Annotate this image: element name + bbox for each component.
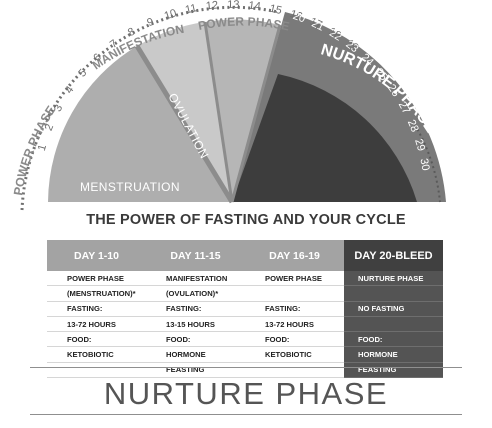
table-cell: (OVULATION)* [146, 285, 245, 302]
cycle-dotted-arc [20, 5, 279, 211]
day-number: 28 [405, 118, 421, 134]
wedge-divider [230, 24, 282, 203]
table-row: FEASTING FEASTING [47, 362, 443, 379]
day-number: 3 [52, 103, 65, 114]
header-day-11-15: DAY 11-15 [146, 240, 245, 271]
table-row: POWER PHASE MANIFESTATION POWER PHASE NURTU… [47, 271, 443, 287]
table-cell: FOOD: [47, 331, 146, 348]
table-cell: POWER PHASE [245, 271, 344, 287]
day-number: 20 [291, 10, 307, 25]
day-number: 1 [36, 143, 49, 152]
header-day-1-10: DAY 1-10 [47, 240, 146, 271]
day-number: 21 [310, 18, 326, 34]
header-day-20-bleed: DAY 20-BLEED [344, 240, 443, 271]
table-row: KETOBIOTIC HORMONE KETOBIOTIC HORMONE [47, 346, 443, 363]
day-number: 2 [43, 122, 56, 132]
footer-title: NURTURE PHASE [103, 376, 389, 411]
table-cell: HORMONE [344, 346, 443, 363]
table-row: FOOD: FOOD: FOOD: FOOD: [47, 331, 443, 348]
day-number: 9 [145, 16, 156, 29]
table-cell: KETOBIOTIC [245, 346, 344, 363]
table-row: (MENSTRUATION)* (OVULATION)* [47, 285, 443, 302]
day-number: 10 [163, 7, 178, 22]
day-number: 16 [288, 8, 303, 23]
wedge-divider [134, 44, 235, 204]
table-cell: HORMONE [146, 346, 245, 363]
table-cell: MANIFESTATION [146, 271, 245, 287]
power-phase-wedge [206, 19, 280, 202]
table-cell: 13-72 HOURS [47, 316, 146, 333]
cycle-table: DAY 1-10 DAY 11-15 DAY 16-19 DAY 20-BLEE… [47, 240, 443, 379]
day-number: 17 [308, 16, 324, 32]
table-cell: (MENSTRUATION)* [47, 285, 146, 302]
day-number: 13 [227, 0, 239, 11]
nurture-phase-wedge [232, 74, 417, 202]
table-cell [344, 285, 443, 302]
day-number: 4 [63, 84, 76, 96]
day-number: 23 [343, 38, 360, 55]
cycle-wheel-diagram: POWER PHASE MANIFESTATION POWER PHASE NU… [11, 0, 446, 211]
table-cell: 13-15 HOURS [146, 316, 245, 333]
day-number: 11 [184, 2, 198, 16]
footer-rule-bottom [30, 414, 462, 415]
table-row: 13-72 HOURS 13-15 HOURS 13-72 HOURS [47, 316, 443, 333]
table-cell: FEASTING [344, 362, 443, 379]
footer-rule-top [30, 367, 462, 368]
table-cell: 13-72 HOURS [245, 316, 344, 333]
header-day-16-19: DAY 16-19 [245, 240, 344, 271]
day-number: 15 [268, 3, 283, 17]
day-number: 19 [344, 37, 361, 54]
menstruation-wedge [48, 46, 232, 202]
menstruation-label: MENSTRUATION [80, 180, 180, 194]
table-cell [47, 362, 146, 379]
day-number: 30 [417, 157, 431, 171]
cycle-dotted-arc-end [414, 124, 441, 203]
table-cell: FASTING: [245, 301, 344, 317]
table-cell [344, 316, 443, 333]
day-number: 12 [205, 0, 218, 12]
table-cell: FEASTING [146, 362, 245, 379]
table-cell [245, 362, 344, 379]
table-cell: FASTING: [47, 301, 146, 317]
table-row: FASTING: FASTING: FASTING: NO FASTING [47, 301, 443, 317]
table-cell: NO FASTING [344, 301, 443, 317]
table-cell: POWER PHASE [47, 271, 146, 287]
day-number: 27 [396, 100, 412, 117]
main-title: THE POWER OF FASTING AND YOUR CYCLE [86, 212, 406, 228]
day-number: 8 [126, 26, 137, 39]
ovulation-wedge [139, 22, 232, 202]
day-number: 14 [248, 0, 262, 13]
day-number: 18 [326, 26, 343, 43]
table-cell: FASTING: [146, 301, 245, 317]
table-cell [245, 285, 344, 302]
wedge-divider [203, 21, 234, 203]
table-cell: KETOBIOTIC [47, 346, 146, 363]
table-cell: FOOD: [146, 331, 245, 348]
day-number: 29 [412, 137, 427, 152]
table-cell: NURTURE PHASE [344, 271, 443, 287]
table-cell: FOOD: [245, 331, 344, 348]
table-cell: FOOD: [344, 331, 443, 348]
day-number: 26 [385, 82, 402, 99]
day-number: 22 [327, 27, 344, 44]
power-phase-top-arc-label: POWER PHASE [197, 15, 291, 34]
